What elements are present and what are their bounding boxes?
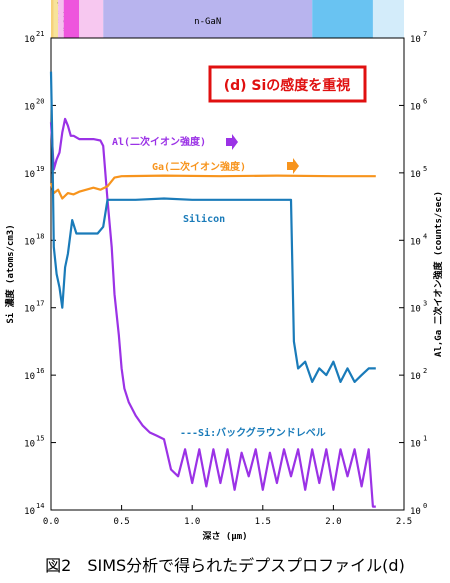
- y-left-tick-base: 10: [24, 170, 35, 180]
- y-left-tick-base: 10: [24, 35, 35, 45]
- si-series-line: [49, 71, 376, 383]
- layer-label: n-GaN: [194, 17, 221, 27]
- si-series-label: Silicon: [183, 213, 225, 225]
- y-left-tick-base: 10: [24, 440, 35, 450]
- al-series-label: Al(二次イオン強度): [112, 135, 206, 148]
- x-axis-ticks: 0.0 0.5 1.0 1.5 2.0 2.5: [43, 505, 412, 527]
- y-right-tick-exponent: 4: [423, 232, 427, 240]
- y-right-tick-exponent: 2: [423, 367, 427, 375]
- layer-band-segment: [53, 0, 59, 38]
- layer-band-segment: [103, 0, 313, 38]
- layer-band-segment: [51, 0, 54, 38]
- y-right-tick-base: 10: [410, 507, 421, 517]
- y-left-tick-exponent: 15: [36, 435, 44, 443]
- x-tick-label: 1.0: [184, 517, 200, 527]
- y-left-tick-exponent: 18: [36, 232, 44, 240]
- ga-series-line: [49, 174, 376, 200]
- layer-band-segment: [79, 0, 104, 38]
- y-right-tick-base: 10: [410, 170, 421, 180]
- y-right-tick-exponent: 7: [423, 30, 427, 38]
- layer-band-segment: [63, 0, 80, 38]
- y-left-tick-exponent: 20: [36, 97, 44, 105]
- annotation-box: [208, 65, 367, 103]
- figure-caption: 図2 SIMS分析で得られたデプスプロファイル(d): [45, 556, 405, 575]
- y-left-tick-exponent: 21: [36, 30, 44, 38]
- x-tick-label: 1.5: [255, 517, 271, 527]
- y-right-tick-base: 10: [410, 35, 421, 45]
- x-axis-title: 深さ (μm): [202, 530, 247, 542]
- x-tick-label: 2.5: [396, 517, 412, 527]
- y-left-tick-base: 10: [24, 237, 35, 247]
- series-group: [49, 71, 376, 508]
- annotation-text: (d) Siの感度を重視: [224, 77, 351, 94]
- layer-band-segment: [58, 0, 64, 38]
- layer-band: p-GaNp-AlGaNn-GaN: [51, 0, 404, 38]
- ga-arrow-icon: [287, 158, 299, 174]
- layer-band-segment: [372, 0, 404, 38]
- bg-level-label: ---Si:バックグラウンドレベル: [180, 426, 326, 439]
- y-left-tick-exponent: 19: [36, 165, 44, 173]
- layer-band-segment: [312, 0, 373, 38]
- y-right-tick-exponent: 3: [423, 300, 427, 308]
- y-right-tick-exponent: 6: [423, 97, 427, 105]
- x-tick-label: 0.0: [43, 517, 59, 527]
- y-left-tick-base: 10: [24, 102, 35, 112]
- al-arrow-icon: [226, 134, 238, 150]
- y-left-tick-base: 10: [24, 305, 35, 315]
- al-series-line: [49, 117, 376, 508]
- y-right-tick-exponent: 5: [423, 165, 427, 173]
- x-tick-label: 2.0: [325, 517, 341, 527]
- y-right-axis-title: Al,Ga 二次イオン強度 (counts/sec): [432, 191, 444, 357]
- y-left-tick-exponent: 16: [36, 367, 44, 375]
- plot-frame: [50, 37, 405, 511]
- y-right-tick-base: 10: [410, 102, 421, 112]
- x-tick-label: 0.5: [113, 517, 129, 527]
- y-left-tick-exponent: 17: [36, 300, 44, 308]
- y-right-tick-base: 10: [410, 305, 421, 315]
- y-right-tick-base: 10: [410, 237, 421, 247]
- y-right-tick-base: 10: [410, 440, 421, 450]
- y-right-tick-base: 10: [410, 372, 421, 382]
- y-right-tick-exponent: 0: [423, 502, 427, 510]
- y-left-tick-base: 10: [24, 372, 35, 382]
- y-left-tick-exponent: 14: [36, 502, 44, 510]
- y-left-axis-title: Si 濃度 (atoms/cm3): [4, 224, 16, 323]
- y-right-tick-exponent: 1: [423, 435, 427, 443]
- y-left-tick-base: 10: [24, 507, 35, 517]
- ga-series-label: Ga(二次イオン強度): [152, 160, 246, 173]
